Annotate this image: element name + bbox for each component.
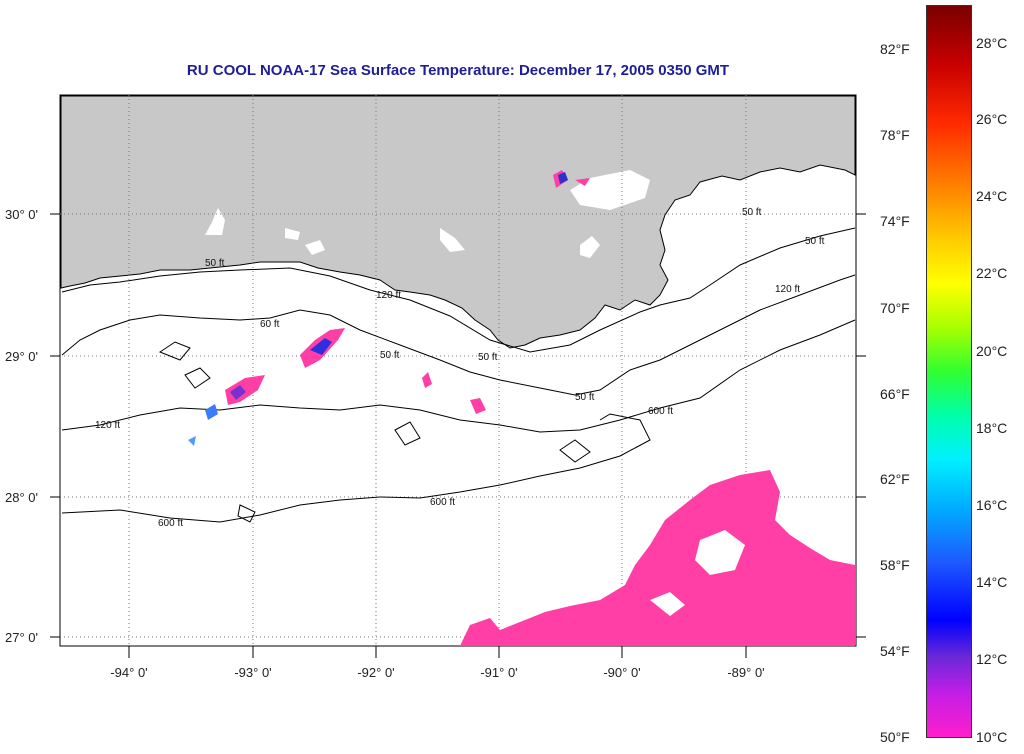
contour-label: 120 ft xyxy=(775,284,800,295)
contour-120ft xyxy=(61,274,856,396)
celsius-label: 12°C xyxy=(976,651,1008,667)
contour-label: 50 ft xyxy=(478,352,498,363)
contour-label: 50 ft xyxy=(575,392,595,403)
lat-label-28: 28° 0' xyxy=(5,490,38,505)
lon-label-90: -90° 0' xyxy=(603,665,640,680)
fahrenheit-label: 58°F xyxy=(880,557,910,573)
cold-core-patches xyxy=(188,172,568,446)
contour-label: 60 ft xyxy=(260,319,280,330)
contour-label: 120 ft xyxy=(376,290,401,301)
contour-label: 50 ft xyxy=(805,236,825,247)
celsius-label: 26°C xyxy=(976,111,1008,127)
lon-label-91: -91° 0' xyxy=(480,665,517,680)
lat-label-30: 30° 0' xyxy=(5,207,38,222)
contour-label: 50 ft xyxy=(742,207,762,218)
contour-labels: 50 ft 120 ft 60 ft 50 ft 120 ft 50 ft 60… xyxy=(95,207,825,529)
lon-label-93: -93° 0' xyxy=(234,665,271,680)
contour-600ft-a xyxy=(61,319,856,433)
celsius-label: 10°C xyxy=(976,729,1008,745)
bathymetry-contours xyxy=(61,227,856,523)
contour-label: 600 ft xyxy=(430,497,455,508)
lon-label-89: -89° 0' xyxy=(727,665,764,680)
celsius-label: 14°C xyxy=(976,574,1008,590)
contour-600ft-b xyxy=(61,413,651,523)
fahrenheit-label: 78°F xyxy=(880,127,910,143)
celsius-label: 18°C xyxy=(976,420,1008,436)
gridlines xyxy=(60,95,856,646)
celsius-label: 16°C xyxy=(976,497,1008,513)
contour-label: 50 ft xyxy=(205,258,225,269)
temperature-colorbar xyxy=(926,5,972,738)
contour-label: 600 ft xyxy=(648,406,673,417)
fahrenheit-label: 62°F xyxy=(880,471,910,487)
lon-label-92: -92° 0' xyxy=(357,665,394,680)
fahrenheit-label: 54°F xyxy=(880,643,910,659)
lon-label-94: -94° 0' xyxy=(110,665,147,680)
contour-label: 120 ft xyxy=(95,420,120,431)
fahrenheit-label: 82°F xyxy=(880,41,910,57)
contour-label: 50 ft xyxy=(380,350,400,361)
lat-label-27: 27° 0' xyxy=(5,630,38,645)
fahrenheit-label: 74°F xyxy=(880,213,910,229)
celsius-label: 28°C xyxy=(976,35,1008,51)
contour-label: 600 ft xyxy=(158,518,183,529)
sst-map: 30° 0' 29° 0' 28° 0' 27° 0' -94° 0' -93°… xyxy=(5,94,866,680)
axis-ticks xyxy=(50,213,866,658)
celsius-label: 24°C xyxy=(976,188,1008,204)
fahrenheit-label: 50°F xyxy=(880,729,910,745)
contour-50ft xyxy=(61,227,856,353)
land-area xyxy=(60,95,856,349)
celsius-label: 22°C xyxy=(976,265,1008,281)
lat-label-29: 29° 0' xyxy=(5,349,38,364)
chart-title: RU COOL NOAA-17 Sea Surface Temperature:… xyxy=(186,62,730,79)
celsius-label: 20°C xyxy=(976,343,1008,359)
lakes xyxy=(205,170,738,292)
fahrenheit-label: 66°F xyxy=(880,386,910,402)
fahrenheit-label: 70°F xyxy=(880,300,910,316)
